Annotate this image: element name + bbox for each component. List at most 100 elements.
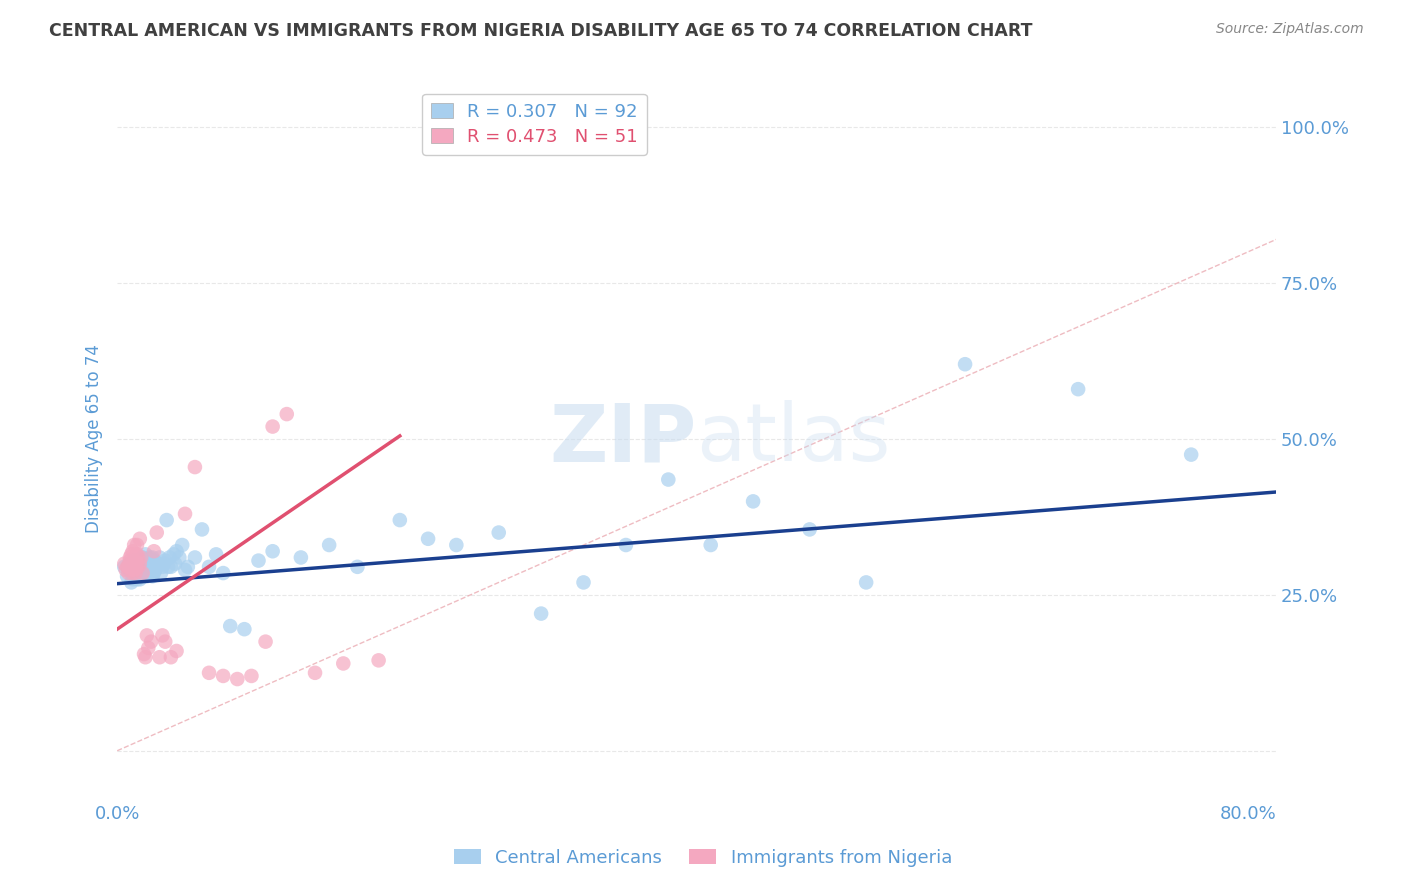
Point [304,665,326,680]
Point [117,559,139,574]
Point [416,532,439,546]
Point [149,650,172,665]
Point [240,669,263,683]
Point [367,653,389,667]
Point [155,634,177,648]
Point [142,544,165,558]
Point [132,559,155,574]
Point [142,566,165,580]
Point [128,557,150,571]
Point [318,538,340,552]
Point [124,559,146,574]
Point [134,566,156,580]
Point [157,559,180,574]
Text: Source: ZipAtlas.com: Source: ZipAtlas.com [1216,22,1364,37]
Point [172,538,194,552]
Point [198,665,221,680]
Point [125,572,148,586]
Point [205,547,228,561]
Point [152,628,174,642]
Point [127,557,149,571]
Point [125,557,148,571]
Point [169,550,191,565]
Point [346,559,368,574]
Point [953,357,976,371]
Point [122,538,145,552]
Point [131,550,153,565]
Point [131,559,153,574]
Point [124,563,146,577]
Point [166,544,188,558]
Point [799,523,821,537]
Point [262,419,284,434]
Point [125,538,148,552]
Point [129,569,152,583]
Point [115,569,138,583]
Point [134,553,156,567]
Point [446,538,468,552]
Point [152,559,174,574]
Point [135,569,157,583]
Point [174,563,197,577]
Point [121,566,143,580]
Legend: R = 0.307   N = 92, R = 0.473   N = 51: R = 0.307 N = 92, R = 0.473 N = 51 [422,94,647,155]
Point [191,523,214,537]
Point [159,550,181,565]
Point [184,550,207,565]
Point [146,557,169,571]
Point [121,544,143,558]
Point [118,553,141,567]
Point [614,538,637,552]
Point [117,566,139,580]
Point [198,559,221,574]
Point [117,563,139,577]
Point [131,566,153,580]
Point [572,575,595,590]
Point [166,644,188,658]
Point [127,569,149,583]
Point [742,494,765,508]
Point [699,538,721,552]
Point [262,544,284,558]
Point [134,650,156,665]
Point [1067,382,1090,396]
Point [124,569,146,583]
Point [129,550,152,565]
Point [138,563,160,577]
Point [136,640,159,655]
Point [127,559,149,574]
Point [128,566,150,580]
Point [127,550,149,565]
Point [153,557,176,571]
Point [142,553,165,567]
Point [112,557,135,571]
Point [150,566,173,580]
Point [212,669,235,683]
Point [290,550,312,565]
Point [121,563,143,577]
Y-axis label: Disability Age 65 to 74: Disability Age 65 to 74 [86,344,103,533]
Point [120,559,142,574]
Point [247,553,270,567]
Point [160,650,183,665]
Point [332,657,354,671]
Point [141,550,163,565]
Point [657,473,679,487]
Point [128,532,150,546]
Point [156,513,179,527]
Point [122,559,145,574]
Legend: Central Americans, Immigrants from Nigeria: Central Americans, Immigrants from Niger… [447,842,959,874]
Point [115,559,138,574]
Point [114,563,136,577]
Point [120,559,142,574]
Point [145,559,167,574]
Point [233,622,256,636]
Point [127,563,149,577]
Point [488,525,510,540]
Point [254,634,277,648]
Point [139,566,162,580]
Point [135,628,157,642]
Point [125,559,148,574]
Text: ZIP: ZIP [550,400,696,478]
Point [141,569,163,583]
